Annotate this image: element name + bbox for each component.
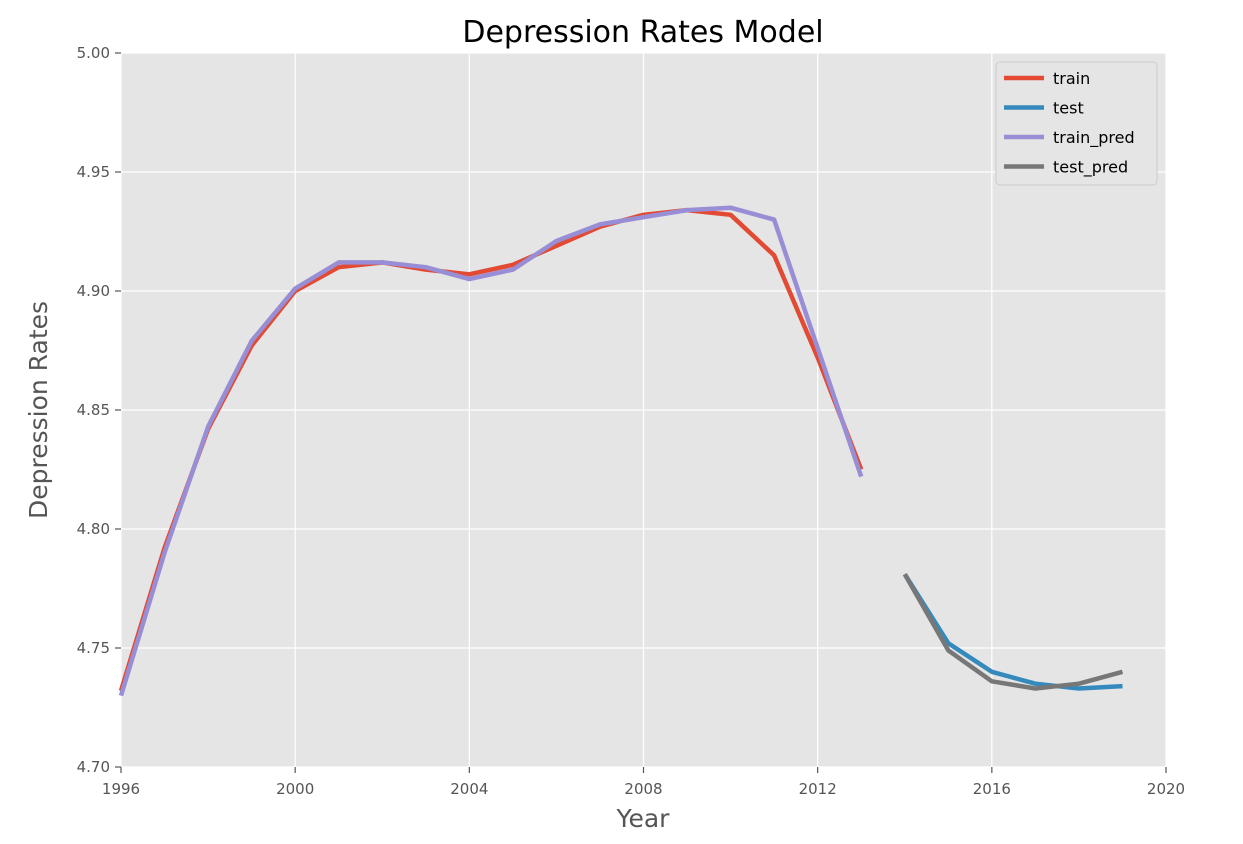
y-tick-label: 5.00 — [77, 44, 110, 62]
series-lines — [118, 205, 1124, 697]
y-tick-label: 4.75 — [77, 639, 110, 657]
y-tick-label: 4.70 — [77, 758, 110, 776]
y-tick-label: 4.85 — [77, 401, 110, 419]
x-tick-label: 2008 — [624, 780, 662, 798]
x-tick-label: 1996 — [102, 780, 140, 798]
legend-label-test: test — [1053, 99, 1084, 118]
x-tick-label: 2016 — [973, 780, 1011, 798]
legend-label-test-pred: test_pred — [1053, 158, 1128, 178]
axis-ticks: 1996 2000 2004 2008 2012 2016 2020 4.70 4.75 4.80… — [77, 44, 1186, 798]
y-axis-label: Depression Rates — [24, 301, 53, 519]
series-line-train-pred — [118, 205, 864, 697]
series-line-test — [902, 573, 1123, 691]
legend: train test train_pred test_pred — [995, 61, 1158, 186]
x-tick-label: 2004 — [450, 780, 488, 798]
legend-box — [995, 61, 1158, 186]
y-tick-label: 4.80 — [77, 520, 110, 538]
legend-label-train: train — [1053, 69, 1090, 88]
x-tick-label: 2000 — [276, 780, 314, 798]
series-line-test-pred — [902, 573, 1124, 691]
x-axis-label: Year — [616, 804, 671, 833]
x-tick-label: 2012 — [799, 780, 837, 798]
chart-title: Depression Rates Model — [462, 15, 823, 50]
y-tick-label: 4.90 — [77, 282, 110, 300]
legend-label-train-pred: train_pred — [1053, 128, 1135, 148]
x-tick-label: 2020 — [1147, 780, 1185, 798]
y-tick-label: 4.95 — [77, 163, 110, 181]
